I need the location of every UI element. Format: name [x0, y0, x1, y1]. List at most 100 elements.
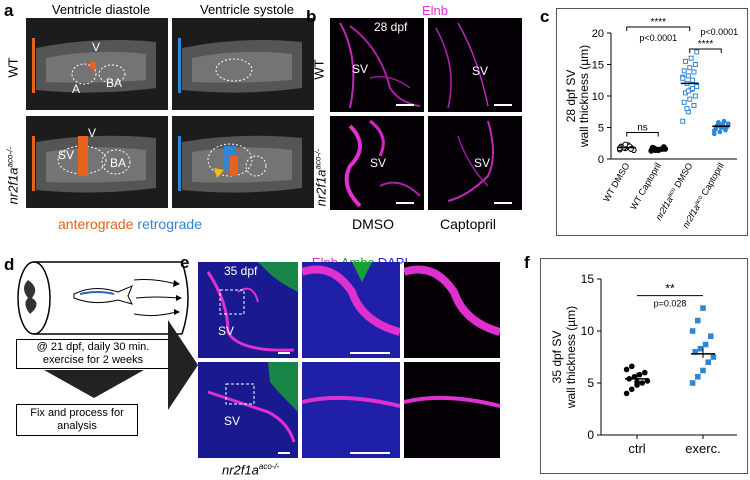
scale-bar [396, 104, 414, 106]
data-point [691, 69, 697, 75]
micro-wt-captopril: SV [428, 18, 522, 112]
stat-ns-bracket [626, 132, 659, 137]
data-point [689, 380, 696, 386]
y-tick-label: 20 [592, 28, 604, 40]
stat-p-1: p<0.0001 [639, 33, 677, 43]
data-point [642, 369, 648, 376]
step-exercise-line1: @ 21 dpf, daily 30 min. [36, 341, 150, 353]
data-point [705, 359, 711, 365]
data-point [629, 386, 635, 393]
data-point [695, 373, 701, 380]
y-tick-label: 0 [598, 154, 604, 166]
micro-mutant-captopril: SV [428, 116, 522, 210]
stat-ns: ns [637, 123, 648, 134]
data-point [689, 328, 696, 334]
y-tick-label: 5 [587, 376, 594, 390]
y-tick-label: 15 [592, 60, 604, 72]
micro-control-zoom [302, 262, 400, 358]
label-v-mutant: V [88, 126, 97, 140]
data-point [708, 333, 714, 339]
panel-c-label: c [540, 7, 550, 26]
data-point [692, 93, 698, 99]
down-arrow [44, 370, 144, 398]
col-label-dmso: DMSO [352, 216, 394, 232]
step-fix-line2: analysis [57, 420, 97, 432]
scale-bar [278, 452, 290, 454]
data-point [702, 341, 709, 348]
stat-star-2: **** [698, 39, 714, 50]
label-ba: BA [106, 76, 123, 90]
data-point [725, 121, 731, 127]
chart-c: 0 5 10 15 20 28 dpf SV wall thickness (µm) WT D… [564, 17, 738, 230]
label-sv-e1: SV [218, 324, 235, 338]
data-point [683, 58, 689, 64]
ultrasound-mutant-systole [172, 116, 314, 208]
data-point [629, 363, 635, 370]
step-fix-box: Fix and process for analysis [16, 404, 138, 436]
ultrasound-mutant-diastole: V SV BA [26, 116, 168, 208]
row-label-mutant-b: nr2f1aaco-/- [313, 149, 329, 207]
data-point [623, 366, 630, 373]
label-sv-b2: SV [472, 64, 489, 78]
legend-anterograde: anterograde [58, 216, 134, 232]
label-sv: SV [58, 148, 75, 162]
data-point [691, 102, 697, 108]
stat-p: p=0.028 [654, 299, 687, 309]
label-sv-b1: SV [352, 62, 369, 76]
data-point [694, 84, 700, 90]
panel-d-label: d [4, 255, 15, 274]
label-sv-b3: SV [370, 156, 387, 170]
data-point [717, 129, 723, 135]
chart-f-frame: 0 5 10 15 35 dpf SV wall thickness (µm) ctrl ex… [540, 258, 748, 474]
data-point [695, 317, 701, 324]
step-fix-line1: Fix and process for [30, 407, 124, 419]
y-axis-label-line1: 28 dpf SV [564, 70, 578, 123]
scale-bar [278, 352, 290, 354]
timepoint-35dpf: 35 dpf [224, 264, 258, 278]
stat-star-1: **** [650, 17, 666, 28]
scale-bar [494, 202, 512, 204]
panel-e-label: e [180, 253, 190, 272]
header-ventricle-diastole: Ventricle diastole [51, 2, 151, 17]
label-sv-e2: SV [224, 414, 241, 428]
micro-exercised-zoom [302, 362, 400, 458]
step-exercise-box: @ 21 dpf, daily 30 min. exercise for 2 we… [16, 339, 170, 369]
data-point [700, 367, 706, 374]
micro-control-elnb [404, 262, 500, 358]
row-label-wt: WT [5, 57, 21, 78]
y-axis-label-line2: wall thickness (µm) [564, 306, 578, 409]
data-point [623, 390, 630, 397]
row-label-mutant: nr2f1aaco-/- [5, 147, 21, 205]
col-label-captopril: Captopril [440, 216, 497, 232]
ultrasound-wt-systole [172, 18, 314, 110]
data-point [692, 349, 698, 355]
stat-star-1-bracket [626, 26, 691, 31]
data-point [685, 88, 691, 94]
row-label-wt-b: WT [311, 59, 327, 80]
x-tick-label: ctrl [628, 441, 645, 456]
timepoint-28dpf: 28 dpf [374, 20, 408, 34]
panel-a-label: a [4, 1, 14, 20]
data-point [680, 75, 686, 81]
y-tick-label: 5 [598, 123, 604, 135]
scale-bar [396, 202, 414, 204]
micro-wt-dmso: 28 dpf SV [330, 18, 424, 112]
stain-elnb-b: Elnb [421, 3, 449, 18]
legend-flow: anterograde retrograde [58, 216, 202, 232]
data-point [692, 62, 698, 67]
label-sv-b4: SV [474, 156, 491, 170]
data-point [688, 55, 694, 61]
x-tick-label: WT DMSO [601, 161, 631, 204]
exercise-tunnel [17, 261, 189, 335]
right-arrow [168, 320, 198, 410]
x-tick-label: WT Captopril [628, 161, 663, 211]
data-point [680, 118, 686, 124]
data-point [681, 99, 687, 105]
data-point [710, 354, 717, 360]
data-point [694, 49, 700, 55]
y-tick-label: 10 [581, 324, 595, 338]
legend-retrograde: retrograde [137, 216, 202, 232]
ultrasound-wt-diastole: V A BA [26, 18, 168, 110]
data-point [685, 73, 691, 79]
data-point [639, 380, 645, 386]
